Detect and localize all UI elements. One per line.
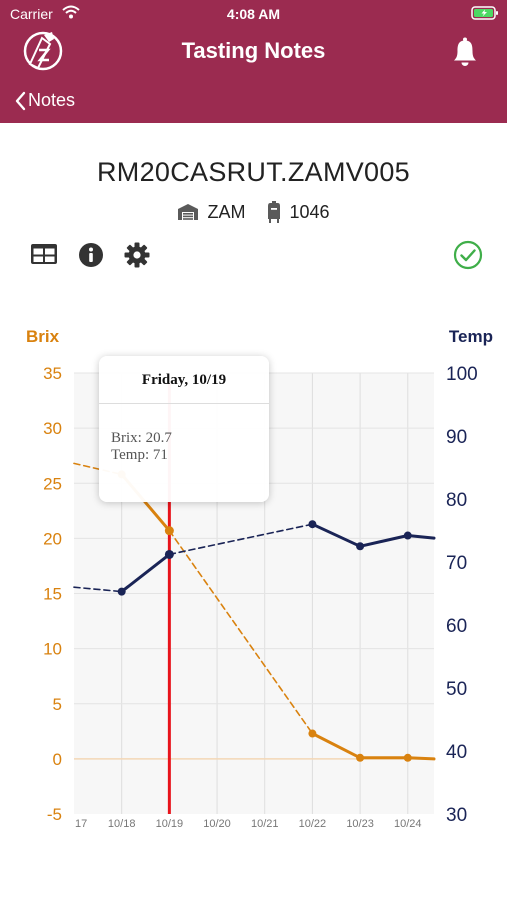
brix-tick-label: 5 <box>53 695 62 714</box>
table-icon[interactable] <box>30 242 58 266</box>
vessel-label: 1046 <box>289 201 330 222</box>
temp-tick-label: 90 <box>446 427 467 448</box>
info-icon[interactable] <box>78 242 104 268</box>
status-bar: Carrier 4:08 AM <box>0 0 507 28</box>
brix-tick-label: 0 <box>53 750 62 769</box>
temp-tick-label: 30 <box>446 805 467 826</box>
check-circle-icon[interactable] <box>453 240 483 270</box>
app-header: Carrier 4:08 AM Tasting Notes Notes <box>0 0 507 123</box>
temp-tick-label: 80 <box>446 490 467 511</box>
brix-line-dashed <box>73 462 171 532</box>
brix-axis-title: Brix <box>26 327 60 346</box>
back-button[interactable]: Notes <box>14 90 75 111</box>
brix-tick-label: 35 <box>43 364 62 383</box>
chart-tooltip: Friday, 10/19 Brix: 20.7 Temp: 71 <box>99 356 269 502</box>
status-time: 4:08 AM <box>226 6 281 22</box>
gear-icon[interactable] <box>124 242 150 268</box>
x-tick-label: 10/24 <box>394 818 422 830</box>
vessel-info: 1046 <box>267 201 330 223</box>
temp-selected-point <box>164 549 174 559</box>
brix-line-solid <box>310 732 436 761</box>
block-meta: ZAM 1046 <box>0 201 507 223</box>
brix-tick-label: 10 <box>43 640 62 659</box>
warehouse-icon <box>178 204 199 220</box>
chevron-left-icon <box>15 91 26 110</box>
temp-tick-label: 40 <box>446 742 467 763</box>
x-tick-label: 10/23 <box>346 818 374 830</box>
x-tick-label: 10/21 <box>251 818 279 830</box>
brix-tick-label: 15 <box>43 585 62 604</box>
x-tick-label: 17 <box>75 818 87 830</box>
temp-axis-title: Temp <box>448 327 493 346</box>
carrier-label: Carrier <box>10 6 53 22</box>
x-tick-label: 10/20 <box>203 818 231 830</box>
tooltip-date: Friday, 10/19 <box>99 356 269 404</box>
brix-tick-label: 25 <box>43 474 62 493</box>
x-tick-label: 10/22 <box>299 818 327 830</box>
temp-line-dashed <box>168 523 314 556</box>
temp-point <box>308 520 317 529</box>
x-tick-label: 10/19 <box>156 818 184 830</box>
tooltip-temp: Temp: 71 <box>111 447 168 463</box>
temp-line-solid <box>120 552 171 594</box>
nav-title: Tasting Notes <box>181 38 326 63</box>
facility-info: ZAM <box>177 202 245 223</box>
temp-tick-label: 70 <box>446 553 467 574</box>
brix-selected-point <box>164 526 174 536</box>
bell-icon[interactable] <box>453 37 477 67</box>
temp-tick-label: 60 <box>446 616 467 637</box>
battery-icon <box>471 6 498 20</box>
temp-tick-label: 100 <box>446 364 478 385</box>
wifi-icon <box>62 5 80 19</box>
brix-line-dashed <box>168 529 314 735</box>
temp-point <box>117 587 126 596</box>
app-logo <box>23 31 63 71</box>
temp-point <box>356 542 365 551</box>
facility-label: ZAM <box>207 201 246 222</box>
block-title: RM20CASRUT.ZAMV005 <box>97 157 410 187</box>
brix-point <box>403 753 412 762</box>
temp-point <box>403 531 412 540</box>
brix-tick-label: -5 <box>47 805 62 824</box>
back-label: Notes <box>28 90 76 110</box>
tank-icon <box>268 201 281 223</box>
brix-point <box>356 753 365 762</box>
brix-point <box>308 729 317 738</box>
temp-line-solid <box>310 522 436 548</box>
temp-tick-label: 50 <box>446 679 467 700</box>
x-tick-label: 10/18 <box>108 818 136 830</box>
brix-tick-label: 20 <box>43 529 62 548</box>
temp-line-dashed <box>73 586 123 593</box>
brix-tick-label: 30 <box>43 419 62 438</box>
tooltip-brix: Brix: 20.7 <box>111 430 172 446</box>
